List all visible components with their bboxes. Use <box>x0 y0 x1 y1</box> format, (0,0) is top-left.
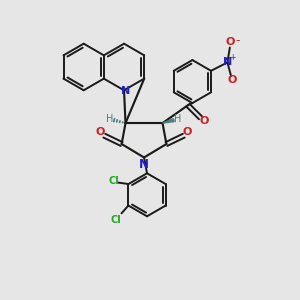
Text: Cl: Cl <box>108 176 119 186</box>
Text: O: O <box>183 127 192 137</box>
Text: -: - <box>235 34 239 47</box>
Text: O: O <box>226 38 235 47</box>
Text: +: + <box>230 53 236 62</box>
Text: H: H <box>174 114 182 124</box>
Text: N: N <box>223 57 232 68</box>
Text: Cl: Cl <box>110 215 121 225</box>
Text: H: H <box>106 114 114 124</box>
Text: N: N <box>121 85 130 96</box>
Text: O: O <box>228 75 237 85</box>
Text: N: N <box>139 158 149 170</box>
Text: O: O <box>200 116 209 126</box>
Polygon shape <box>163 119 174 123</box>
Text: O: O <box>96 127 105 137</box>
